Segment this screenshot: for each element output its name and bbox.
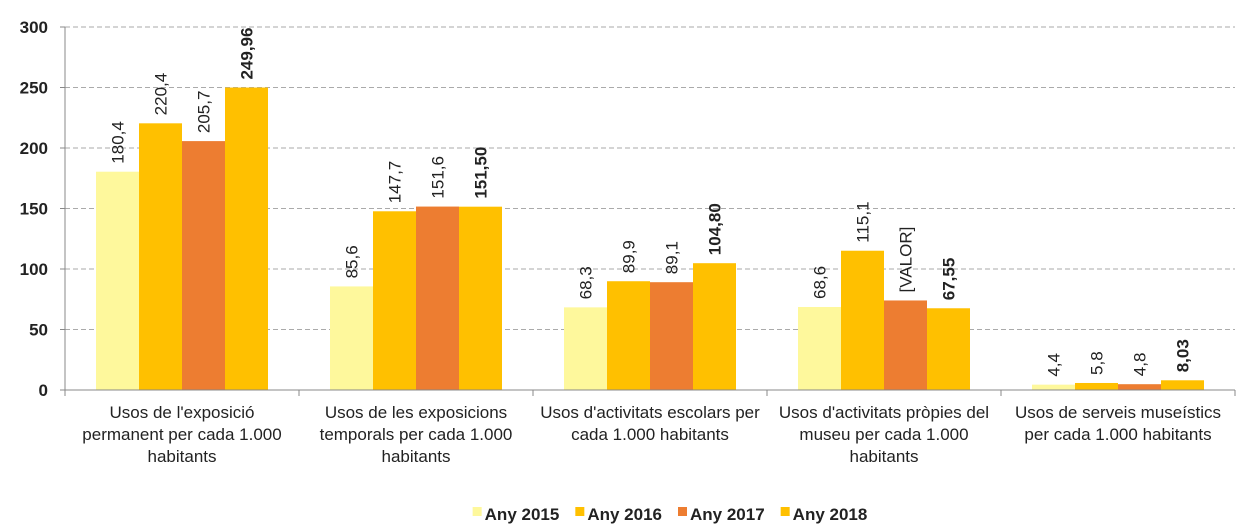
bar xyxy=(841,250,884,390)
bar xyxy=(564,307,607,390)
data-label: [VALOR] xyxy=(897,227,916,293)
data-label: 85,6 xyxy=(343,245,362,278)
bar xyxy=(927,308,970,390)
data-label: 147,7 xyxy=(386,161,405,204)
bar xyxy=(1161,380,1204,390)
data-label: 89,1 xyxy=(663,241,682,274)
data-label: 220,4 xyxy=(152,73,171,116)
data-label: 8,03 xyxy=(1174,339,1193,372)
bar xyxy=(884,300,927,390)
bar xyxy=(1032,384,1075,390)
data-label: 4,4 xyxy=(1045,353,1064,377)
bar xyxy=(139,123,182,390)
data-label: 151,6 xyxy=(429,156,448,199)
y-tick-label: 200 xyxy=(20,139,48,158)
data-label: 104,80 xyxy=(706,203,725,255)
bar xyxy=(650,282,693,390)
legend-label: Any 2018 xyxy=(793,505,868,524)
data-label: 5,8 xyxy=(1088,351,1107,375)
legend-swatch xyxy=(472,507,482,516)
bar xyxy=(607,281,650,390)
data-label: 68,3 xyxy=(577,266,596,299)
x-tick-label: Usos de serveis museístics per cada 1.00… xyxy=(1015,403,1221,444)
legend: Any 2015 Any 2016 Any 2017 Any 2018 xyxy=(472,505,868,524)
bar xyxy=(182,141,225,390)
bar xyxy=(459,206,502,390)
data-label: 4,8 xyxy=(1131,353,1150,377)
bar xyxy=(416,206,459,390)
data-label: 68,6 xyxy=(811,266,830,299)
legend-swatch xyxy=(678,507,687,516)
y-tick-label: 250 xyxy=(20,79,48,98)
data-label: 89,9 xyxy=(620,240,639,273)
data-label: 151,50 xyxy=(472,147,491,199)
bar xyxy=(373,211,416,390)
data-label: 67,55 xyxy=(940,258,959,301)
x-tick-label: Usos d'activitats escolars per cada 1.00… xyxy=(540,403,760,444)
legend-label: Any 2016 xyxy=(587,505,662,524)
y-tick-label: 150 xyxy=(20,200,48,219)
x-tick-label: Usos d'activitats pròpies del museu per … xyxy=(778,403,990,466)
data-label: 115,1 xyxy=(854,201,873,242)
bar xyxy=(693,263,736,390)
y-tick-label: 100 xyxy=(20,260,48,279)
bar xyxy=(1075,382,1118,390)
x-tick-label: Usos de l'exposició permanent per cada 1… xyxy=(82,403,282,466)
data-label: 180,4 xyxy=(109,121,128,164)
legend-swatch xyxy=(780,507,790,516)
data-label: 205,7 xyxy=(195,91,214,134)
bar xyxy=(1118,384,1161,390)
bar xyxy=(330,286,373,390)
y-tick-label: 300 xyxy=(20,18,48,37)
y-tick-label: 50 xyxy=(29,321,48,340)
data-label: 249,96 xyxy=(238,28,257,80)
bar xyxy=(96,171,139,390)
legend-label: Any 2017 xyxy=(690,505,765,524)
y-tick-label: 0 xyxy=(39,381,48,400)
bar xyxy=(225,87,268,390)
legend-swatch xyxy=(575,507,585,516)
bar xyxy=(798,306,841,390)
x-tick-label: Usos de les exposicions temporals per ca… xyxy=(319,403,513,466)
legend-label: Any 2015 xyxy=(485,505,560,524)
